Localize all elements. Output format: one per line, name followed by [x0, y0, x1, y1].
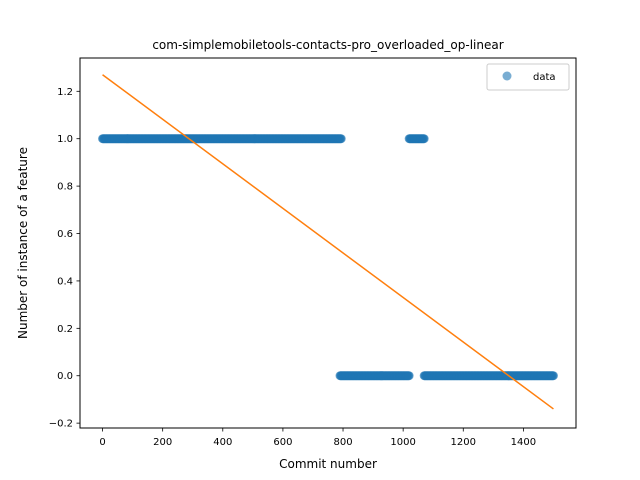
legend-frame: [486, 63, 570, 91]
y-tick-label: 0.0: [57, 371, 73, 382]
x-tick-label: 600: [273, 437, 292, 448]
data-point: [336, 134, 346, 144]
x-tick-label: 400: [213, 437, 232, 448]
data-segment: [98, 134, 346, 144]
x-axis-label: Commit number: [279, 457, 377, 471]
fit-line: [102, 74, 554, 410]
x-tick-label: 1200: [451, 437, 476, 448]
axes-frame: [79, 57, 577, 429]
y-axis-label: Number of instance of a feature: [16, 147, 30, 339]
legend-label-data: data: [533, 72, 556, 83]
y-tick-label: 1.2: [57, 87, 73, 98]
x-tick-label: 1000: [390, 437, 415, 448]
y-tick-label: 0.4: [57, 276, 73, 287]
data-point: [548, 371, 558, 381]
y-tick-label: 0.6: [57, 229, 73, 240]
legend-marker-data: [502, 71, 512, 81]
x-tick-label: 200: [153, 437, 172, 448]
data-segment: [404, 134, 429, 144]
data-point: [404, 371, 414, 381]
y-tick-label: 1.0: [57, 134, 73, 145]
data-segment: [335, 371, 414, 381]
y-tick-label: 0.2: [57, 324, 73, 335]
data-segment: [419, 371, 558, 381]
legend: data: [486, 63, 570, 91]
axis-ticks: 0 200 400 600 800 1000 1200 1400 −0.2 0.0 0.2 0.4 0.…: [49, 87, 536, 448]
x-tick-label: 1400: [511, 437, 536, 448]
chart-title: com-simplemobiletools-contacts-pro_overl…: [152, 38, 503, 52]
y-tick-label: 0.8: [57, 182, 73, 193]
data-point: [419, 134, 429, 144]
y-tick-label: −0.2: [49, 419, 73, 430]
x-tick-label: 800: [333, 437, 352, 448]
plot-area: [98, 74, 558, 410]
x-tick-label: 0: [99, 437, 105, 448]
